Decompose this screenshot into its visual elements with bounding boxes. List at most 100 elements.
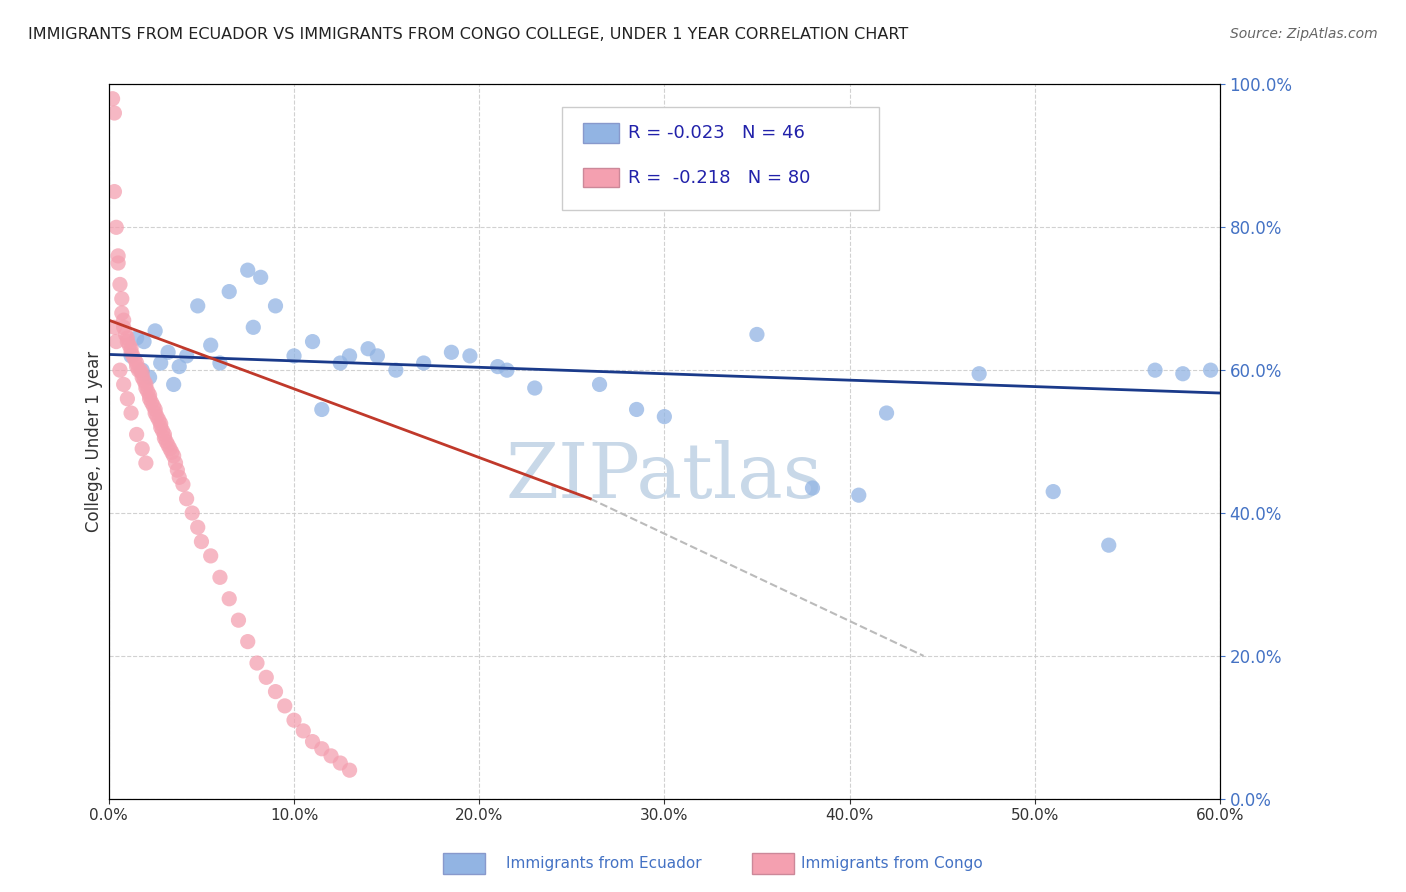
Point [149, 417, 172, 431]
Text: IMMIGRANTS FROM ECUADOR VS IMMIGRANTS FROM CONGO COLLEGE, UNDER 1 YEAR CORRELATI: IMMIGRANTS FROM ECUADOR VS IMMIGRANTS FR… [28, 27, 908, 42]
Point [105, 220, 128, 235]
Point [149, 420, 172, 434]
Point [246, 656, 269, 670]
Point [486, 359, 509, 374]
Point [848, 488, 870, 502]
Point [254, 670, 277, 684]
Point [120, 342, 142, 356]
Point [108, 363, 131, 377]
Text: Immigrants from Congo: Immigrants from Congo [801, 856, 983, 871]
Point [143, 402, 166, 417]
Point [124, 352, 146, 367]
Point [440, 345, 463, 359]
Point [131, 363, 153, 377]
Point [339, 349, 361, 363]
Point [141, 395, 163, 409]
Point [1144, 363, 1167, 377]
Point [159, 442, 181, 456]
Point [167, 470, 190, 484]
Point [103, 320, 125, 334]
Point [172, 477, 194, 491]
Text: R =  -0.218   N = 80: R = -0.218 N = 80 [628, 169, 811, 186]
Point [143, 406, 166, 420]
Point [218, 591, 240, 606]
Point [111, 306, 134, 320]
Point [339, 763, 361, 777]
Point [125, 331, 148, 345]
Point [125, 356, 148, 370]
Point [200, 549, 222, 563]
Point [120, 406, 142, 420]
Point [122, 349, 145, 363]
Point [357, 342, 380, 356]
Point [138, 388, 160, 402]
Point [132, 374, 155, 388]
Point [301, 334, 323, 349]
Point [967, 367, 990, 381]
Point [111, 292, 134, 306]
Point [187, 299, 209, 313]
Point [165, 456, 187, 470]
Point [127, 363, 149, 377]
Point [329, 756, 352, 770]
Point [311, 402, 333, 417]
Point [143, 324, 166, 338]
Point [249, 270, 271, 285]
Point [117, 392, 139, 406]
Point [166, 463, 188, 477]
Point [283, 349, 305, 363]
Point [160, 445, 183, 459]
Y-axis label: College, Under 1 year: College, Under 1 year [86, 351, 103, 533]
Point [626, 402, 648, 417]
Point [745, 327, 768, 342]
Point [112, 313, 135, 327]
Point [101, 92, 124, 106]
Point [131, 370, 153, 384]
Point [311, 741, 333, 756]
Point [329, 356, 352, 370]
Point [125, 359, 148, 374]
Point [200, 338, 222, 352]
Point [135, 381, 157, 395]
Point [274, 698, 297, 713]
Point [142, 399, 165, 413]
Point [136, 384, 159, 399]
Point [264, 684, 287, 698]
Point [149, 356, 172, 370]
Point [242, 320, 264, 334]
Point [366, 349, 388, 363]
Point [228, 613, 250, 627]
Point [1171, 367, 1194, 381]
Point [131, 442, 153, 456]
Point [523, 381, 546, 395]
Point [264, 299, 287, 313]
Point [131, 367, 153, 381]
Point [114, 327, 136, 342]
Point [112, 320, 135, 334]
Point [129, 363, 152, 377]
Point [301, 734, 323, 748]
Point [654, 409, 676, 424]
Point [118, 338, 141, 352]
Point [152, 424, 174, 438]
Point [105, 334, 128, 349]
Point [120, 345, 142, 359]
Point [163, 449, 186, 463]
Point [588, 377, 610, 392]
Point [153, 431, 176, 445]
Point [1199, 363, 1222, 377]
Point [138, 370, 160, 384]
Point [167, 359, 190, 374]
Point [163, 377, 186, 392]
Point [157, 438, 180, 452]
Point [412, 356, 434, 370]
Point [107, 256, 129, 270]
Point [120, 349, 142, 363]
Point [283, 713, 305, 727]
Point [1098, 538, 1121, 552]
Point [385, 363, 408, 377]
Point [236, 263, 259, 277]
Point [135, 456, 157, 470]
Point [801, 481, 824, 495]
Point [135, 377, 157, 392]
